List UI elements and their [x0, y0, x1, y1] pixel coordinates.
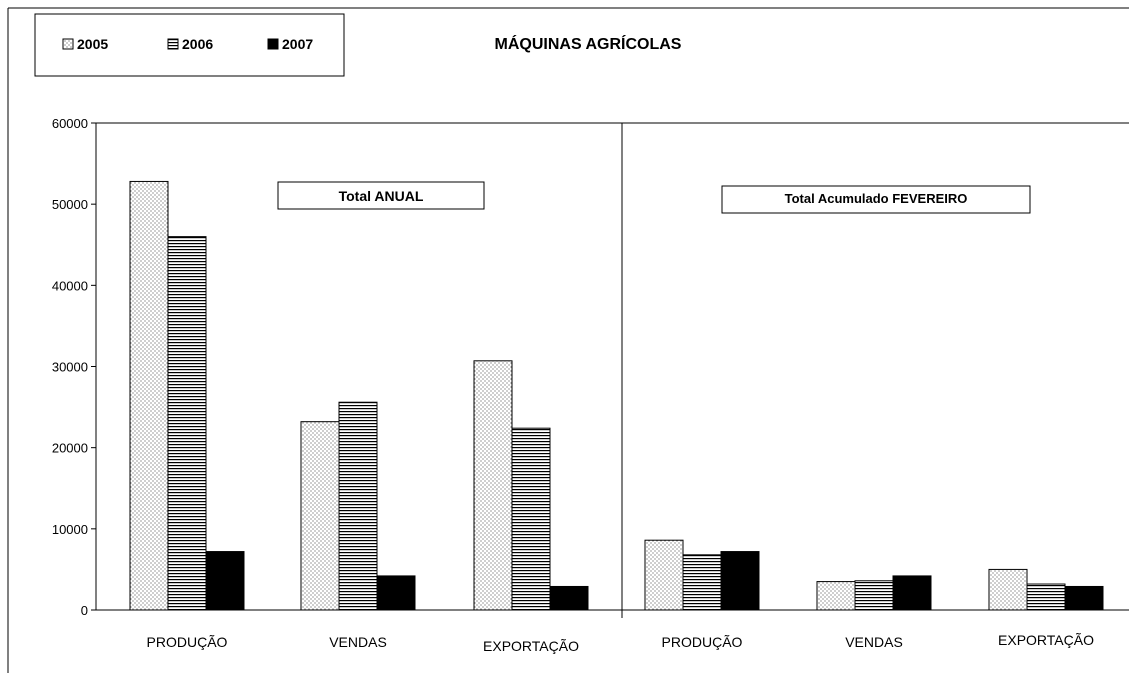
bar-2006 — [338, 401, 378, 611]
y-tick-label: 60000 — [52, 116, 88, 131]
bar-2005 — [473, 360, 513, 611]
legend-label-2005: 2005 — [77, 36, 108, 52]
y-tick-label: 40000 — [52, 278, 88, 293]
bar-2006 — [167, 236, 207, 611]
x-category-label: PRODUÇÃO — [662, 634, 743, 650]
legend-swatch-2005 — [62, 38, 74, 50]
y-tick-label: 0 — [81, 603, 88, 618]
bar-2007 — [376, 575, 416, 611]
bar-2006 — [854, 580, 894, 611]
bar-2006 — [1026, 583, 1066, 611]
y-tick-label: 30000 — [52, 360, 88, 375]
bar-2007 — [549, 585, 589, 611]
panel-label-box-annual — [277, 181, 485, 210]
x-category-label: VENDAS — [329, 634, 387, 650]
panel-label-box-february — [721, 185, 1031, 214]
x-category-label: PRODUÇÃO — [147, 634, 228, 650]
bar-2005 — [644, 539, 684, 611]
x-category-label: EXPORTAÇÃO — [998, 632, 1094, 648]
y-tick-label: 50000 — [52, 197, 88, 212]
x-category-label: VENDAS — [845, 634, 903, 650]
bar-2005 — [988, 568, 1028, 611]
legend-swatch-2007 — [267, 38, 279, 50]
panel-label-annual: Total ANUAL — [339, 188, 424, 204]
legend-swatch-2006 — [167, 38, 179, 50]
bar-2007 — [205, 551, 245, 611]
bar-2005 — [129, 180, 169, 611]
y-tick-label: 10000 — [52, 522, 88, 537]
legend-label-2006: 2006 — [182, 36, 213, 52]
chart-title: MÁQUINAS AGRÍCOLAS — [495, 34, 682, 53]
x-category-label: EXPORTAÇÃO — [483, 638, 579, 654]
bar-2006 — [682, 554, 722, 611]
y-tick-label: 20000 — [52, 441, 88, 456]
bar-2007 — [1064, 585, 1104, 611]
panel-label-february: Total Acumulado FEVEREIRO — [785, 191, 968, 206]
bar-2007 — [720, 551, 760, 611]
legend-label-2007: 2007 — [282, 36, 313, 52]
bar-2006 — [511, 427, 551, 611]
bar-2005 — [300, 421, 340, 611]
bar-2005 — [816, 581, 856, 611]
bar-2007 — [892, 575, 932, 611]
legend-box — [34, 13, 345, 77]
